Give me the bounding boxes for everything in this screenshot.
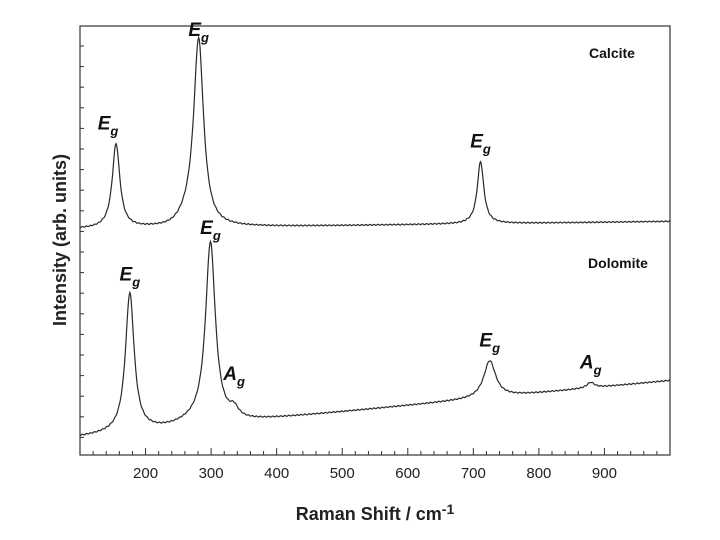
x-tick-label: 700 [461, 465, 486, 482]
x-tick-label: 900 [592, 465, 617, 482]
x-tick-label: 200 [133, 465, 158, 482]
spectra [79, 35, 671, 437]
sample-label-dolomite: Dolomite [588, 255, 648, 271]
x-tick-label: 300 [199, 465, 224, 482]
peak-label: Eg [98, 113, 119, 138]
peak-label: Eg [470, 132, 491, 157]
peak-label: Eg [188, 20, 209, 45]
y-axis-ticks [80, 45, 84, 438]
sample-labels: Calcite Dolomite [588, 45, 648, 271]
x-tick-label: 600 [395, 465, 420, 482]
x-axis-tick-labels: 200 300 400 500 600 700 800 900 [133, 465, 617, 482]
x-tick-label: 500 [330, 465, 355, 482]
x-tick-label: 800 [526, 465, 551, 482]
sample-label-calcite: Calcite [589, 45, 635, 61]
x-tick-label: 400 [264, 465, 289, 482]
x-axis-ticks [79, 448, 671, 455]
spectrum-dolomite [79, 239, 671, 437]
y-axis-title: Intensity (arb. units) [50, 154, 70, 326]
x-axis-title-superscript: -1 [442, 501, 455, 517]
peak-label: Eg [120, 264, 141, 289]
peak-label: Ag [222, 364, 245, 389]
peak-label: Ag [579, 352, 602, 377]
peak-label: Eg [200, 218, 221, 243]
peak-labels: Eg Eg Eg Eg Eg Ag Eg Ag [98, 20, 602, 389]
plot-frame [79, 25, 671, 456]
peak-label: Eg [479, 331, 500, 356]
spectrum-calcite [79, 35, 670, 229]
x-axis-title: Raman Shift / cm-1 [296, 501, 455, 524]
